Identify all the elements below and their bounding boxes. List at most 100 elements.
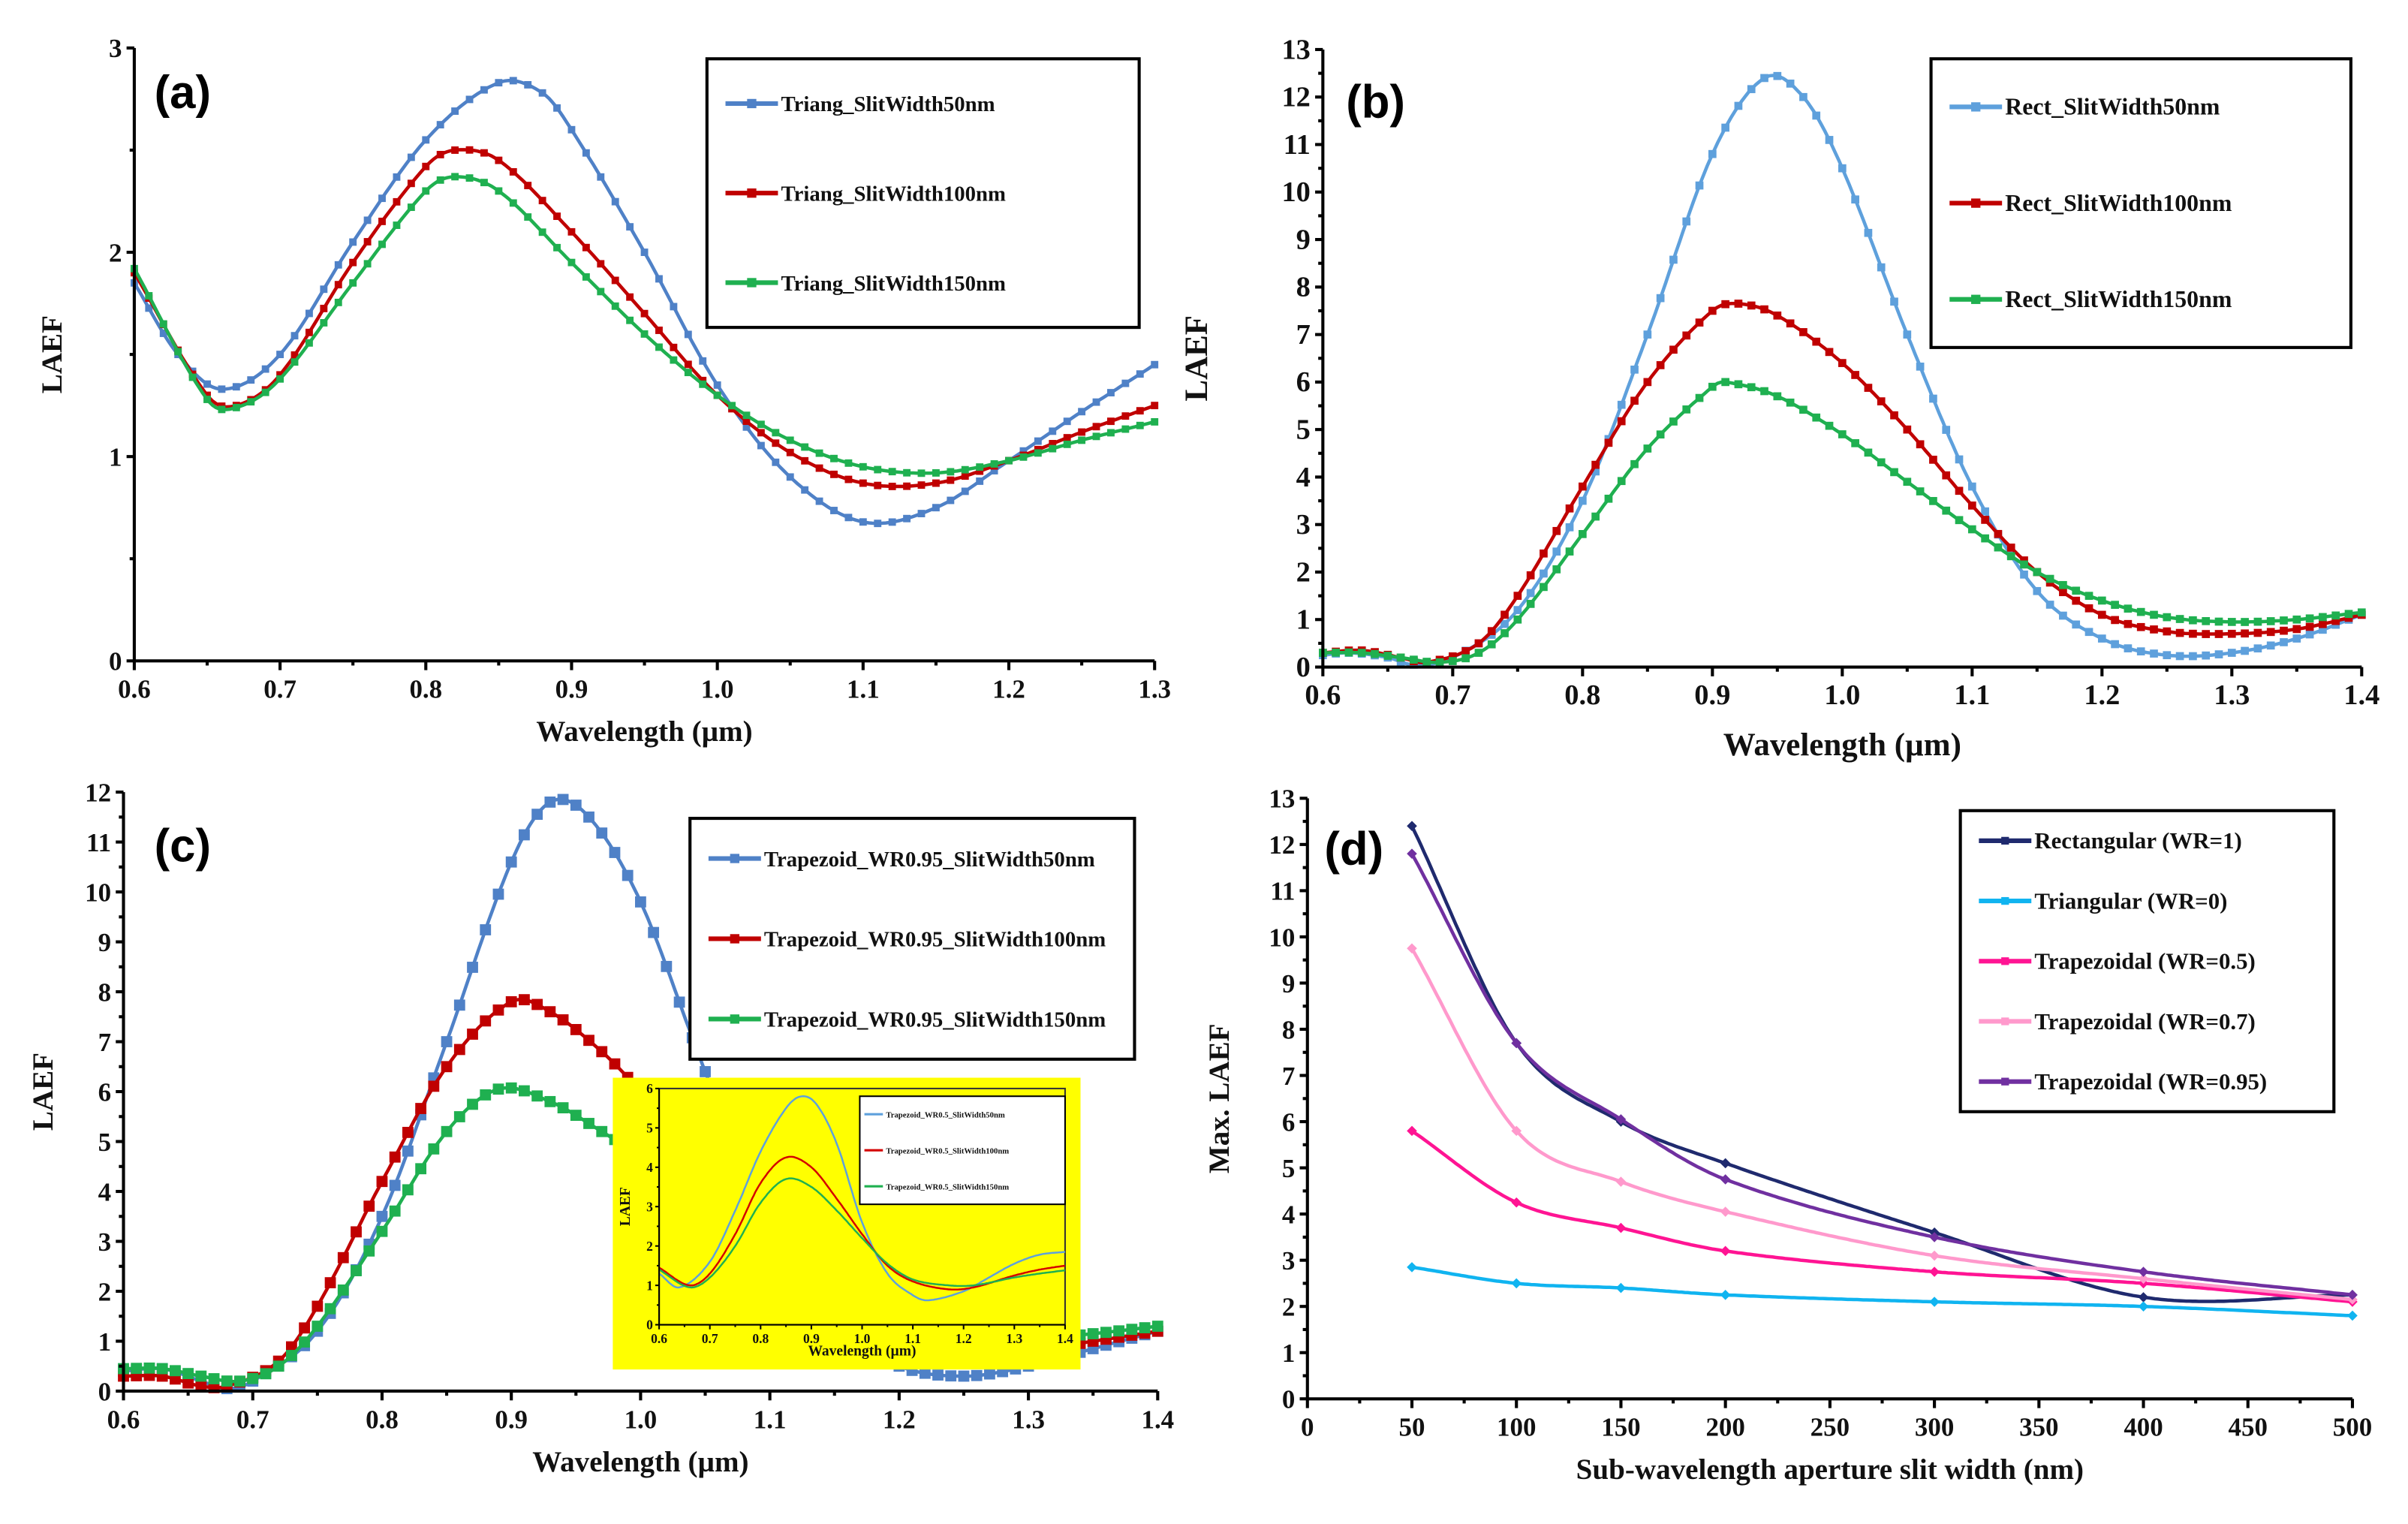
series-line-2 — [1410, 1129, 2353, 1304]
data-point — [961, 487, 969, 495]
y-tick-label: 8 — [1296, 272, 1311, 303]
data-point — [1643, 378, 1652, 387]
series-line-2 — [658, 1177, 1066, 1289]
x-tick-label: 1.2 — [992, 675, 1025, 704]
legend-marker — [1971, 102, 1981, 112]
data-point — [609, 1058, 621, 1070]
data-point — [859, 479, 867, 487]
data-point — [699, 380, 707, 388]
data-point — [2202, 630, 2211, 638]
data-point — [713, 381, 721, 389]
data-point — [524, 213, 532, 221]
data-point — [582, 273, 590, 281]
data-point — [947, 468, 955, 476]
data-point — [531, 809, 543, 821]
data-point — [2033, 568, 2042, 577]
data-point — [553, 212, 561, 220]
data-point — [1929, 497, 1937, 505]
data-point — [2292, 625, 2301, 634]
series-line-0 — [1410, 825, 2352, 1303]
data-point — [2163, 651, 2172, 660]
data-point — [801, 486, 809, 494]
data-point — [1669, 417, 1678, 426]
data-point — [2084, 604, 2093, 613]
y-tick-label: 10 — [1281, 176, 1310, 208]
data-point — [428, 1143, 440, 1155]
series-line-1 — [1411, 1265, 2353, 1318]
data-point — [1695, 393, 1704, 402]
data-point — [1643, 330, 1652, 339]
legend-marker — [1971, 198, 1981, 208]
data-point — [402, 1184, 414, 1196]
data-point — [1078, 428, 1086, 436]
chart-panel-inset: 0.6 0.7 0.8 0.9 1.0 1.1 1.2 1.3 1.4 0 1 2 3 4 5 6 Wavele… — [613, 1077, 1081, 1370]
data-point — [320, 285, 328, 294]
y-axis-title: LAEF — [36, 315, 68, 393]
data-point — [1063, 434, 1071, 442]
data-point — [859, 518, 867, 526]
data-point — [2059, 588, 2067, 597]
data-point — [919, 1367, 931, 1379]
y-tick-label: 1 — [109, 443, 122, 472]
data-point — [2292, 634, 2301, 643]
data-point — [2097, 634, 2106, 643]
data-point — [480, 1089, 492, 1101]
data-point — [1942, 426, 1951, 434]
data-point — [700, 1066, 711, 1077]
data-point — [2266, 617, 2275, 625]
x-tick-label: 0.9 — [803, 1331, 820, 1346]
data-point — [1540, 569, 1548, 578]
data-point — [1955, 486, 1964, 495]
data-point — [1407, 821, 1417, 832]
data-point — [958, 1370, 970, 1382]
y-tick-label: 7 — [98, 1028, 111, 1057]
data-point — [1838, 430, 1847, 438]
x-tick-label: 1.4 — [1141, 1405, 1174, 1434]
data-point — [1929, 1250, 1940, 1261]
data-point — [1630, 365, 1639, 374]
data-point — [324, 1277, 336, 1289]
legend: Trapezoid_WR0.95_SlitWidth50nm Trapezoid_… — [688, 817, 1136, 1061]
data-point — [583, 1035, 594, 1047]
data-point — [143, 1362, 155, 1374]
y-tick-label: 6 — [98, 1077, 111, 1107]
data-point — [961, 465, 969, 474]
x-tick-label: 300 — [1915, 1413, 1954, 1442]
data-point — [815, 497, 823, 505]
data-point — [984, 1368, 995, 1380]
data-point — [276, 351, 284, 359]
data-point — [1734, 300, 1743, 308]
y-tick-label: 2 — [1282, 1293, 1295, 1322]
x-tick-label: 0.9 — [555, 675, 588, 704]
data-point — [1864, 228, 1873, 237]
data-point — [1669, 255, 1678, 264]
legend-label: Rect_SlitWidth100nm — [2005, 190, 2232, 216]
x-tick-label: 1.0 — [1824, 679, 1860, 711]
data-point — [351, 1226, 362, 1238]
x-tick-label: 100 — [1497, 1413, 1536, 1442]
data-point — [2006, 544, 2015, 552]
data-point — [728, 402, 736, 410]
data-point — [1669, 345, 1678, 354]
data-point — [567, 227, 576, 236]
data-point — [1078, 408, 1086, 416]
x-tick-label: 0.9 — [1694, 679, 1730, 711]
data-point — [436, 150, 444, 158]
data-point — [363, 1245, 375, 1257]
y-tick-label: 9 — [1282, 969, 1295, 998]
data-point — [519, 829, 530, 841]
x-axis-title: Sub-wavelength aperture slit width (nm) — [1576, 1453, 2084, 1486]
data-point — [1063, 417, 1071, 426]
data-point — [505, 856, 517, 868]
data-point — [1929, 1232, 1940, 1242]
data-point — [888, 482, 896, 490]
data-point — [299, 1322, 311, 1334]
data-point — [2253, 628, 2262, 637]
legend: Trapezoid_WR0.5_SlitWidth50nm Trapezoid_W… — [859, 1095, 1066, 1206]
data-point — [290, 332, 299, 340]
y-tick-label: 13 — [1281, 34, 1310, 65]
data-point — [544, 1006, 556, 1018]
data-point — [1396, 653, 1405, 662]
data-point — [389, 1179, 401, 1191]
data-point — [2045, 574, 2054, 583]
